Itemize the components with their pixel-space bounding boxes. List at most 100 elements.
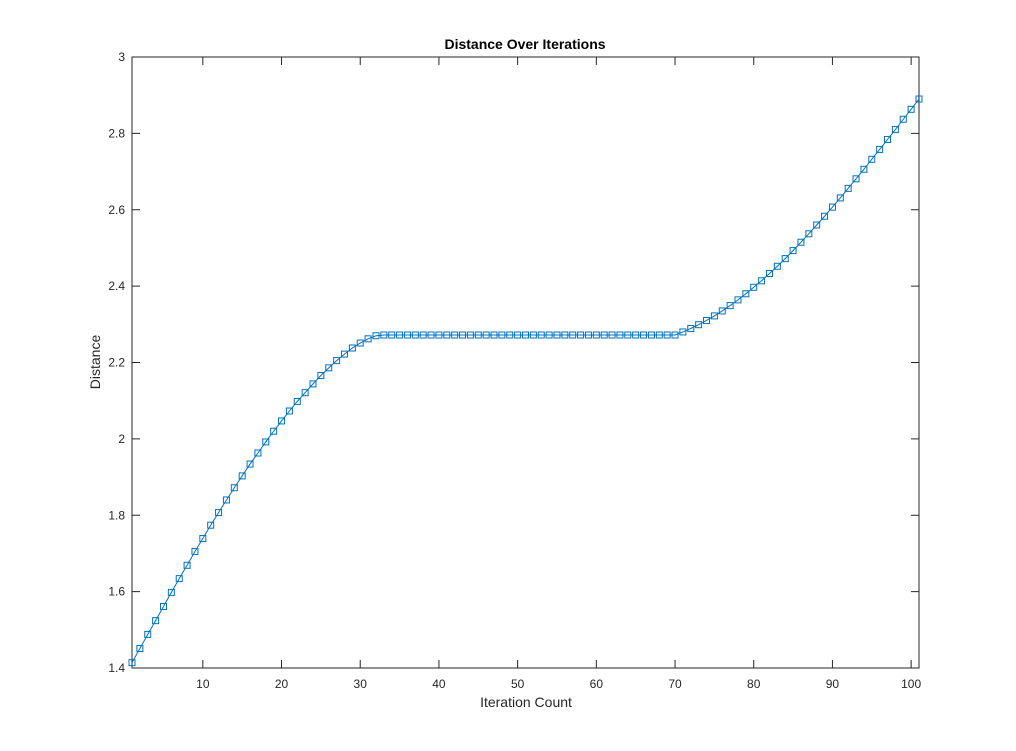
data-point-marker (600, 331, 608, 339)
data-point-marker (167, 588, 175, 596)
data-point-marker (419, 331, 427, 339)
data-point-marker (340, 350, 348, 358)
data-point-marker (207, 521, 215, 529)
y-axis: 1.4 1.6 1.8 2 2.2 2.4 2.6 2.8 3 (108, 50, 919, 675)
data-point-marker (348, 344, 356, 352)
data-point-marker (860, 165, 868, 173)
x-tick-label: 30 (354, 677, 368, 691)
data-point-marker (663, 331, 671, 339)
data-point-marker (152, 617, 160, 625)
data-point-marker (797, 238, 805, 246)
data-point-marker (183, 561, 191, 569)
data-point-marker (427, 331, 435, 339)
data-point-marker (828, 203, 836, 211)
data-point-marker (726, 302, 734, 310)
data-point-marker (561, 331, 569, 339)
data-point-marker (333, 357, 341, 365)
data-point-marker (915, 95, 923, 103)
data-point-marker (435, 331, 443, 339)
data-point-marker (640, 331, 648, 339)
data-point-marker (537, 331, 545, 339)
y-tick-label: 2.6 (108, 203, 125, 217)
data-point-marker (789, 247, 797, 255)
y-tick-label: 2 (118, 432, 125, 446)
data-point-marker (254, 449, 262, 457)
data-point-marker (246, 460, 254, 468)
x-tick-label: 90 (826, 677, 840, 691)
data-point-marker (718, 307, 726, 315)
data-point-marker (301, 389, 309, 397)
data-point-marker (624, 331, 632, 339)
data-point-marker (317, 371, 325, 379)
series-markers (128, 95, 923, 667)
y-tick-label: 2.2 (108, 356, 125, 370)
data-point-marker (506, 331, 514, 339)
data-point-marker (443, 331, 451, 339)
data-point-marker (671, 331, 679, 339)
y-tick-label: 2.8 (108, 126, 125, 140)
data-point-marker (679, 328, 687, 336)
x-tick-label: 20 (275, 677, 289, 691)
data-point-marker (356, 339, 364, 347)
data-point-marker (647, 331, 655, 339)
data-point-marker (695, 321, 703, 329)
data-point-marker (474, 331, 482, 339)
data-point-marker (466, 331, 474, 339)
data-point-marker (569, 331, 577, 339)
x-axis: 10 20 30 40 50 60 70 80 90 100 (196, 57, 921, 691)
data-point-marker (758, 277, 766, 285)
data-point-marker (372, 332, 380, 340)
data-point-marker (703, 316, 711, 324)
data-point-marker (136, 645, 144, 653)
data-point-marker (884, 135, 892, 143)
data-point-marker (765, 270, 773, 278)
x-tick-label: 80 (747, 677, 761, 691)
data-point-marker (159, 603, 167, 611)
data-point-marker (529, 331, 537, 339)
x-axis-label: Iteration Count (480, 694, 572, 710)
data-point-marker (616, 331, 624, 339)
data-point-marker (175, 575, 183, 583)
data-point-marker (545, 331, 553, 339)
data-point-marker (325, 364, 333, 372)
data-point-marker (522, 331, 529, 339)
data-point-marker (844, 184, 852, 192)
x-tick-label: 100 (901, 677, 921, 691)
data-point-marker (584, 331, 592, 339)
data-point-marker (270, 427, 278, 435)
data-point-marker (734, 296, 742, 304)
data-point-marker (411, 331, 419, 339)
data-point-marker (128, 659, 136, 667)
x-tick-label: 10 (196, 677, 210, 691)
data-point-marker (262, 438, 270, 446)
x-tick-label: 70 (668, 677, 682, 691)
data-point-marker (805, 230, 813, 238)
data-point-marker (876, 145, 884, 153)
data-point-marker (490, 331, 498, 339)
data-point-marker (222, 496, 230, 504)
data-point-marker (773, 262, 781, 270)
data-point-marker (710, 312, 718, 320)
data-point-marker (238, 472, 246, 480)
data-point-marker (553, 331, 561, 339)
data-point-marker (899, 115, 907, 123)
y-tick-label: 1.6 (108, 585, 125, 599)
data-point-marker (742, 290, 750, 298)
data-point-marker (852, 175, 860, 183)
data-point-marker (459, 331, 467, 339)
data-point-marker (285, 407, 293, 415)
data-point-marker (396, 331, 404, 339)
data-point-marker (293, 397, 301, 405)
data-point-marker (403, 331, 411, 339)
x-tick-label: 40 (432, 677, 446, 691)
data-point-marker (907, 105, 915, 113)
data-point-marker (687, 325, 695, 333)
data-point-marker (199, 535, 207, 543)
data-point-marker (514, 331, 522, 339)
y-tick-label: 1.8 (108, 508, 125, 522)
plot-area (131, 56, 920, 669)
data-point-marker (380, 331, 388, 339)
y-tick-label: 3 (118, 50, 125, 64)
x-tick-label: 60 (590, 677, 604, 691)
